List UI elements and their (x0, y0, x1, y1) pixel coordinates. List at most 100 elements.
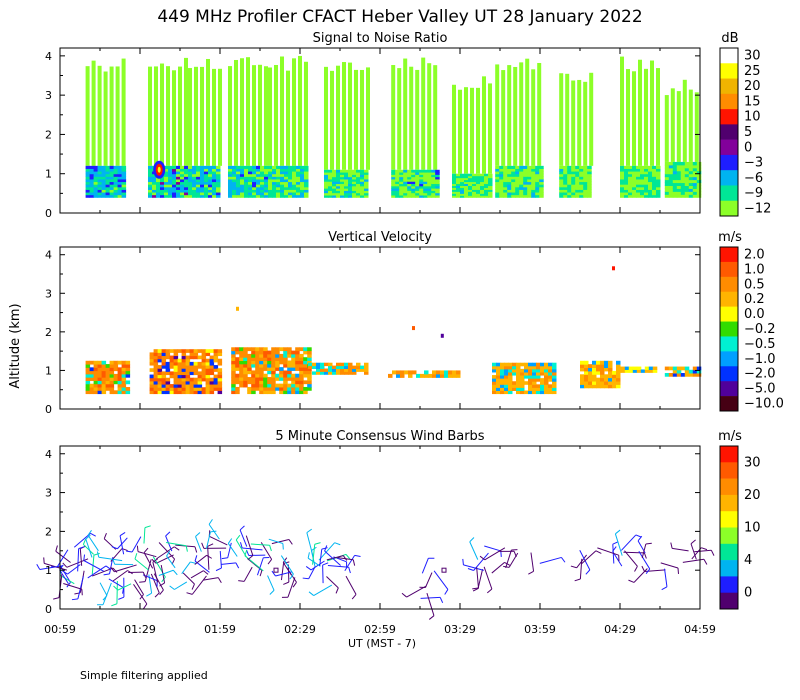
barb-flag (574, 578, 581, 582)
snr-cell (579, 173, 584, 177)
snr-cell (340, 190, 345, 194)
snr-cell (583, 181, 588, 185)
snr-cell (535, 189, 540, 193)
snr-cell (256, 178, 261, 183)
velocity-cell (299, 353, 304, 358)
snr-cell (456, 195, 461, 198)
snr-column (495, 58, 544, 198)
snr-cell (391, 190, 396, 194)
velocity-cell (291, 363, 296, 368)
barb-staff (205, 531, 211, 549)
snr-cell (648, 168, 653, 172)
snr-cell (628, 173, 633, 177)
velocity-cell (271, 370, 276, 375)
wind-barb (312, 542, 321, 565)
velocity-cell (540, 371, 545, 376)
snr-cell (628, 192, 633, 196)
velocity-cell (364, 371, 369, 375)
snr-cell (535, 192, 540, 196)
calm-marker (273, 567, 279, 573)
velocity-cell (548, 390, 553, 395)
snr-cell (216, 181, 221, 185)
snr-cell (587, 186, 592, 190)
velocity-cell (173, 390, 179, 395)
snr-cell (248, 181, 253, 185)
velocity-cell (492, 362, 497, 367)
velocity-cell (592, 364, 597, 369)
velocity-cell (608, 384, 613, 389)
snr-cell (256, 176, 261, 180)
snr-cell (676, 164, 682, 169)
barb-flag (172, 569, 178, 576)
snr-cell (419, 178, 424, 182)
snr-cell (148, 178, 153, 183)
barb-group (462, 537, 566, 594)
wind-barb (205, 530, 217, 549)
wind-barb (539, 556, 566, 564)
snr-cell (336, 194, 341, 198)
velocity-cell (201, 368, 207, 372)
velocity-cell (360, 365, 365, 369)
snr-cell (324, 178, 329, 182)
velocity-cell (303, 357, 308, 362)
velocity-cell (592, 377, 597, 382)
velocity-cell (263, 383, 268, 388)
snr-stripe (583, 81, 588, 166)
snr-cell (468, 185, 473, 188)
snr-cell (236, 168, 241, 172)
snr-cell (272, 189, 277, 193)
snr-cell (664, 176, 670, 181)
snr-cell (419, 194, 424, 198)
snr-cell (499, 181, 504, 185)
snr-cell (356, 176, 361, 180)
velocity-cell (267, 357, 272, 362)
barb-flag (190, 561, 197, 564)
velocity-cell (528, 371, 533, 376)
snr-cell (216, 184, 221, 188)
snr-cell (121, 189, 127, 193)
barb-staff (530, 552, 535, 572)
snr-cell (531, 168, 536, 172)
velocity-cell (612, 384, 617, 389)
velocity-cell (532, 387, 537, 391)
snr-cell (268, 186, 273, 190)
velocity-cell (275, 357, 280, 362)
snr-cell (109, 171, 115, 175)
velocity-cell (93, 387, 99, 391)
snr-cell (460, 191, 465, 194)
velocity-cell (157, 371, 163, 376)
snr-cell (452, 185, 457, 188)
snr-cell (356, 183, 361, 187)
velocity-cell (644, 366, 650, 370)
velocity-cell (616, 366, 622, 370)
snr-stripe (160, 63, 164, 166)
velocity-cell (189, 368, 195, 372)
velocity-cell (299, 357, 304, 362)
snr-cell (476, 195, 481, 198)
wind-barb (133, 584, 148, 610)
barb-staff (235, 539, 247, 558)
snr-cell (176, 184, 181, 188)
velocity-cell (177, 361, 183, 366)
snr-cell (680, 179, 686, 184)
snr-cell (668, 191, 674, 195)
colorbar-swatch (720, 543, 738, 561)
velocity-cell (201, 377, 207, 382)
snr-cell (244, 178, 249, 183)
snr-cell (208, 181, 213, 185)
velocity-cell (153, 377, 159, 382)
snr-cell (583, 178, 588, 183)
velocity-speck (612, 266, 615, 271)
snr-cell (656, 192, 661, 196)
snr-cell (244, 168, 249, 172)
wind-barb (62, 558, 89, 568)
snr-cell (515, 192, 520, 196)
snr-cell (664, 182, 670, 186)
snr-stripe (694, 92, 699, 162)
barb-flag (207, 543, 214, 547)
velocity-cell (251, 363, 256, 368)
wind-barb (499, 550, 517, 558)
snr-cell (360, 194, 365, 198)
snr-cell (296, 189, 301, 193)
snr-cell (284, 189, 289, 193)
